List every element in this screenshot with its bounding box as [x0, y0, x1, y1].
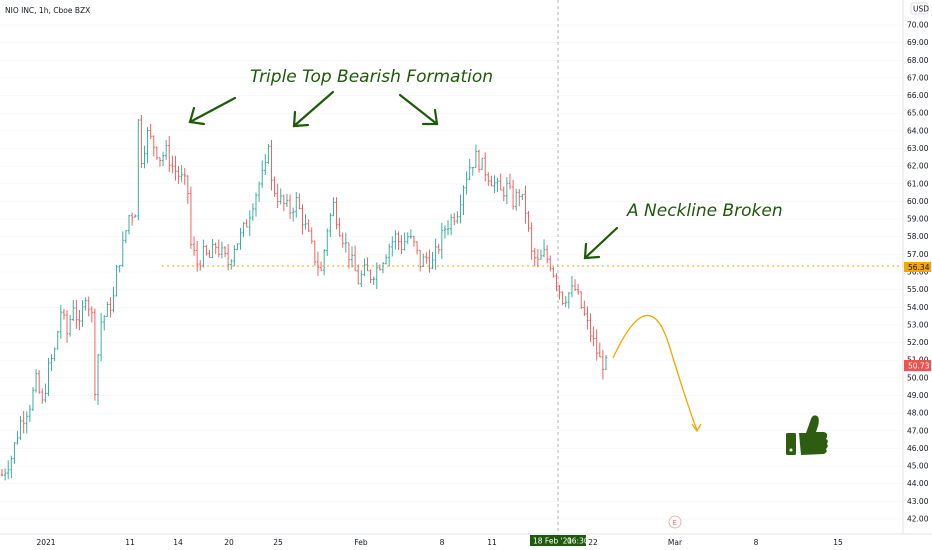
x-tick-label: 15: [833, 538, 843, 547]
y-tick-label: 65.00: [907, 109, 929, 118]
x-tick-label: 11: [125, 538, 135, 547]
y-tick-label: 53.00: [907, 320, 929, 329]
candles: [0, 115, 608, 481]
x-tick-label: 8: [754, 538, 759, 547]
thumbs-up-icon: [786, 415, 828, 455]
x-tick-label: 14: [173, 538, 183, 547]
x-tick-label: 2021: [36, 538, 55, 547]
grid: [0, 24, 903, 520]
y-tick-label: 47.00: [907, 426, 929, 435]
y-tick-label: 68.00: [907, 56, 929, 65]
y-tick-label: 42.00: [907, 515, 929, 524]
y-tick-label: 45.00: [907, 462, 929, 471]
y-tick-label: 61.00: [907, 179, 929, 188]
triple-top-annotation: Triple Top Bearish Formation: [250, 67, 493, 87]
symbol-header: NIO INC, 1h, Cboe BZX: [5, 6, 90, 15]
y-tick-label: 44.00: [907, 479, 929, 488]
x-tick-label: Feb: [354, 538, 368, 547]
earnings-marker[interactable]: E: [668, 515, 682, 529]
crosshair-date-label: 18 Feb '21: [533, 537, 572, 546]
last-price-badge: 50.73: [904, 360, 931, 371]
y-tick-label: 43.00: [907, 497, 929, 506]
y-tick-label: 70.00: [907, 21, 929, 30]
projection-curve: [612, 315, 702, 433]
neckline-price-badge: 56.34: [904, 262, 931, 272]
crosshair-date-badge: 18 Feb '21 06:30: [530, 535, 589, 546]
y-tick-label: 59.00: [907, 215, 929, 224]
x-axis-ticks: 2021 11 14 20 25 Feb 8 11 22 Mar 8 15: [36, 538, 843, 547]
arrow-2: [292, 90, 335, 128]
earnings-marker-label: E: [673, 519, 677, 527]
x-tick-label: 11: [487, 538, 497, 547]
y-tick-label: 49.00: [907, 391, 929, 400]
arrow-1: [188, 96, 237, 126]
y-tick-label: 52.00: [907, 338, 929, 347]
y-tick-label: 64.00: [907, 126, 929, 135]
arrow-3: [398, 93, 439, 126]
x-tick-label: 22: [588, 538, 598, 547]
y-tick-label: 66.00: [907, 91, 929, 100]
y-tick-label: 69.00: [907, 38, 929, 47]
x-tick-label: 25: [273, 538, 283, 547]
last-price-label: 50.73: [908, 362, 930, 371]
y-tick-label: 54.00: [907, 303, 929, 312]
currency-badge[interactable]: USD: [910, 2, 929, 15]
y-tick-label: 62.00: [907, 162, 929, 171]
x-tick-label: 8: [440, 538, 445, 547]
y-tick-label: 58.00: [907, 232, 929, 241]
neckline-annotation: A Neckline Broken: [626, 201, 783, 221]
y-tick-label: 46.00: [907, 444, 929, 453]
y-tick-label: 50.00: [907, 373, 929, 382]
y-tick-label: 67.00: [907, 73, 929, 82]
y-tick-label: 55.00: [907, 285, 929, 294]
crosshair-time-label: 06:30: [567, 537, 589, 546]
x-tick-label: 20: [224, 538, 234, 547]
y-tick-label: 63.00: [907, 144, 929, 153]
arrow-4: [583, 226, 619, 260]
neckline-price-label: 56.34: [908, 263, 930, 272]
currency-label: USD: [913, 5, 929, 14]
y-tick-label: 48.00: [907, 409, 929, 418]
x-tick-label: Mar: [668, 538, 683, 547]
y-tick-label: 60.00: [907, 197, 929, 206]
y-tick-label: 57.00: [907, 250, 929, 259]
